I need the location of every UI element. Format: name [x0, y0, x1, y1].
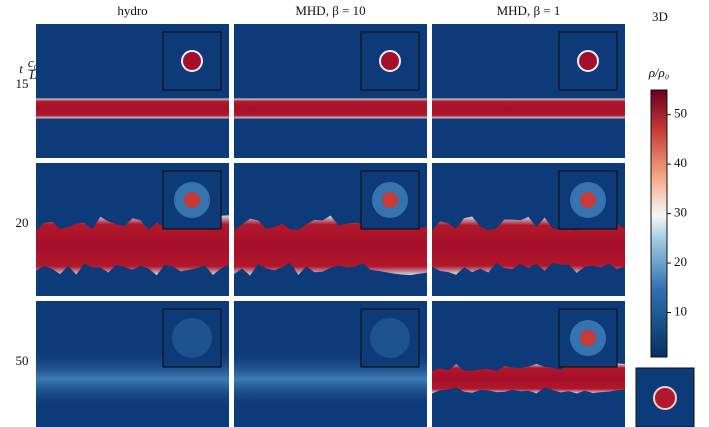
- colorbar-tick-label: 40: [674, 155, 687, 170]
- inset: [360, 308, 420, 368]
- column-header: hydro: [117, 3, 147, 18]
- initial-blob: [653, 386, 677, 410]
- colorbar: [650, 89, 668, 358]
- initial-condition: [635, 367, 695, 427]
- inset-halo: [172, 318, 212, 358]
- layer: [36, 98, 229, 119]
- inset-blob: [184, 192, 200, 208]
- layer: [234, 215, 427, 276]
- inset: [360, 170, 420, 230]
- colorbar-label: ρ/ρ₀: [648, 65, 670, 80]
- colorbar-tick-label: 50: [674, 106, 687, 121]
- layer: [432, 98, 625, 119]
- inset-blob: [382, 192, 398, 208]
- column-header: MHD, β = 1: [497, 3, 561, 18]
- layer: [234, 98, 427, 119]
- colorbar-tick-label: 10: [674, 303, 687, 318]
- colorbar-tick-label: 20: [674, 254, 687, 269]
- inset-blob: [379, 50, 401, 72]
- figure-label: 3D: [652, 9, 668, 24]
- row-axis-symbol: t: [19, 61, 23, 76]
- layer: [432, 216, 625, 275]
- colorbar-tick-label: 30: [674, 205, 687, 220]
- row-label: 15: [16, 76, 29, 91]
- layer: [36, 215, 229, 276]
- inset-blob: [580, 330, 596, 346]
- inset-halo: [370, 318, 410, 358]
- row-axis-numerator: c₀: [28, 55, 38, 70]
- row-label: 20: [16, 215, 29, 230]
- layer: [432, 363, 625, 394]
- inset-blob: [577, 50, 599, 72]
- row-label: 50: [16, 353, 29, 368]
- inset-blob: [181, 50, 203, 72]
- row-axis-denominator: L: [28, 67, 36, 82]
- inset: [162, 308, 222, 368]
- inset-blob: [580, 192, 596, 208]
- column-header: MHD, β = 10: [295, 3, 365, 18]
